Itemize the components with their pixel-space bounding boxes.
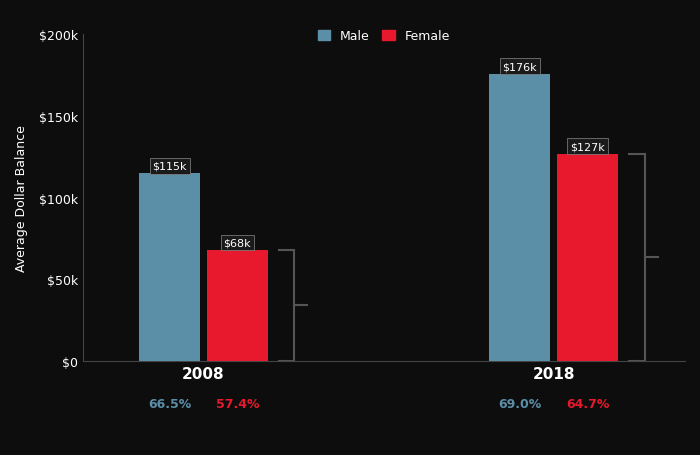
Text: $176k: $176k bbox=[503, 62, 537, 72]
Text: $68k: $68k bbox=[223, 238, 251, 248]
Text: 57.4%: 57.4% bbox=[216, 397, 259, 410]
Bar bbox=[139, 174, 200, 361]
Bar bbox=[206, 250, 268, 361]
Bar bbox=[489, 75, 550, 361]
Text: $115k: $115k bbox=[153, 162, 187, 172]
Y-axis label: Average Dollar Balance: Average Dollar Balance bbox=[15, 125, 28, 272]
Bar bbox=[557, 154, 618, 361]
Legend: Male, Female: Male, Female bbox=[313, 25, 456, 48]
Text: 66.5%: 66.5% bbox=[148, 397, 191, 410]
Text: $127k: $127k bbox=[570, 142, 605, 152]
Text: 64.7%: 64.7% bbox=[566, 397, 609, 410]
Text: 69.0%: 69.0% bbox=[498, 397, 541, 410]
